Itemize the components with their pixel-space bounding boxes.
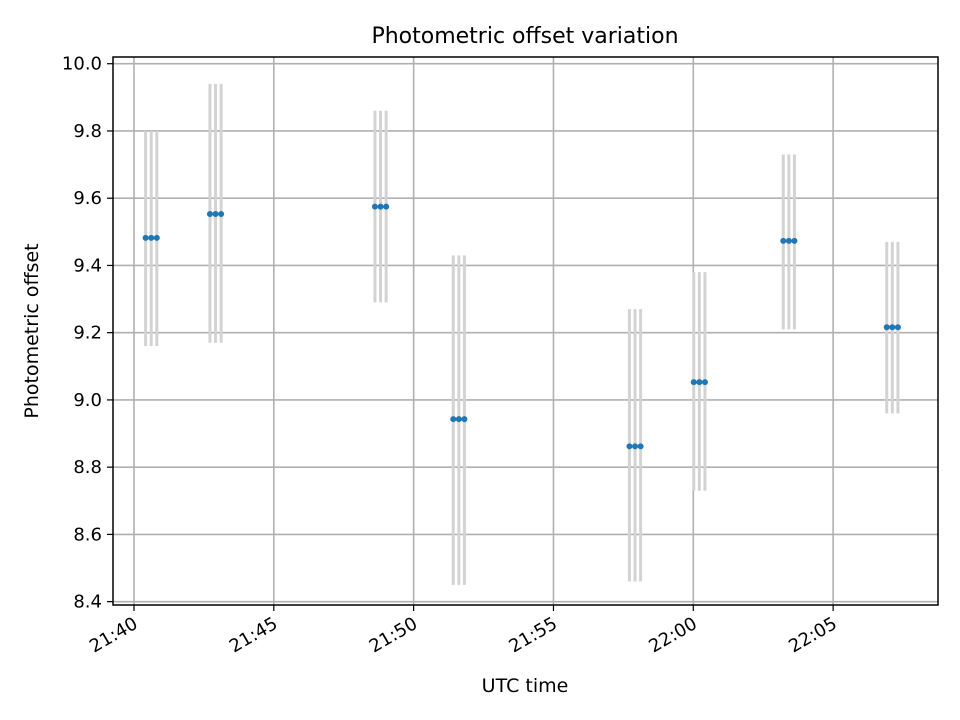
data-point bbox=[701, 379, 708, 386]
data-point bbox=[780, 237, 787, 244]
y-tick-label: 8.8 bbox=[73, 457, 102, 478]
data-point bbox=[690, 379, 697, 386]
x-axis-label: UTC time bbox=[482, 675, 569, 697]
data-points bbox=[142, 203, 901, 450]
data-point bbox=[377, 203, 384, 210]
data-point bbox=[632, 443, 639, 450]
data-point bbox=[696, 379, 703, 386]
data-point bbox=[894, 324, 901, 331]
chart-title: Photometric offset variation bbox=[371, 24, 678, 49]
y-tick-label: 9.2 bbox=[73, 323, 102, 344]
y-tick-label: 9.0 bbox=[73, 390, 102, 411]
data-point bbox=[218, 211, 225, 218]
data-point bbox=[883, 324, 890, 331]
data-point bbox=[461, 416, 468, 423]
data-point bbox=[148, 234, 155, 241]
data-point bbox=[383, 203, 390, 210]
data-point bbox=[142, 234, 149, 241]
y-tick-label: 8.6 bbox=[73, 524, 102, 545]
data-point bbox=[889, 324, 896, 331]
data-point bbox=[791, 237, 798, 244]
y-tick-label: 9.8 bbox=[73, 121, 102, 142]
y-tick-label: 9.6 bbox=[73, 188, 102, 209]
data-point bbox=[455, 416, 462, 423]
y-tick-label: 10.0 bbox=[62, 54, 102, 75]
data-point bbox=[206, 211, 213, 218]
data-point bbox=[626, 443, 633, 450]
y-tick-label: 9.4 bbox=[73, 255, 102, 276]
y-axis-label: Photometric offset bbox=[21, 243, 43, 418]
data-point bbox=[212, 211, 219, 218]
plot-frame bbox=[112, 56, 939, 606]
y-tick-label: 8.4 bbox=[73, 592, 102, 613]
data-point bbox=[450, 416, 457, 423]
data-point bbox=[637, 443, 644, 450]
data-point bbox=[785, 237, 792, 244]
data-point bbox=[153, 234, 160, 241]
y-axis-ticks: 8.4 8.6 8.8 9.0 9.2 9.4 9.6 9.8 10.0 bbox=[62, 54, 113, 613]
data-point bbox=[371, 203, 378, 210]
